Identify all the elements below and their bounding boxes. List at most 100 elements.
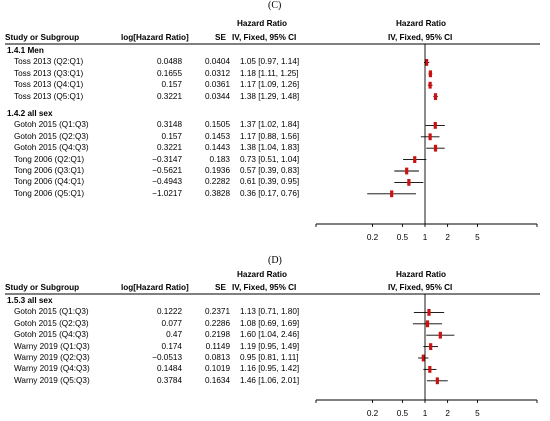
se-value: 0.2282 bbox=[204, 177, 230, 187]
study-label: Tong 2006 (Q4:Q1) bbox=[14, 177, 85, 187]
ci-value: 1.19 [0.95, 1.49] bbox=[240, 341, 300, 351]
point-estimate bbox=[405, 167, 409, 175]
study-label: Gotoh 2015 (Q4:Q3) bbox=[14, 330, 89, 340]
study-label: Gotoh 2015 (Q1:Q3) bbox=[14, 120, 89, 130]
study-label: Warny 2019 (Q1:Q3) bbox=[14, 341, 90, 351]
study-label: Tong 2006 (Q5:Q1) bbox=[14, 188, 85, 198]
loghr-value: 0.0488 bbox=[156, 57, 182, 67]
ci-value: 0.61 [0.39, 0.95] bbox=[240, 177, 300, 187]
se-value: 0.183 bbox=[209, 154, 231, 164]
point-estimate bbox=[425, 320, 430, 328]
se-value: 0.2286 bbox=[204, 318, 230, 328]
se-value: 0.0312 bbox=[204, 68, 230, 78]
loghr-value: 0.1484 bbox=[156, 364, 182, 374]
se-value: 0.1019 bbox=[204, 364, 230, 374]
se-value: 0.0361 bbox=[204, 80, 230, 90]
loghr-value: 0.3221 bbox=[156, 91, 182, 101]
ci-value: 0.95 [0.81, 1.11] bbox=[240, 353, 299, 362]
se-value: 0.1453 bbox=[204, 131, 230, 141]
loghr-value: −0.0513 bbox=[152, 353, 182, 362]
study-label: Warny 2019 (Q5:Q3) bbox=[14, 375, 90, 385]
ci-value: 1.17 [1.09, 1.26] bbox=[240, 80, 300, 90]
axis-tick-label: 1 bbox=[422, 409, 428, 418]
ci-value: 1.60 [1.04, 2.46] bbox=[240, 330, 300, 340]
point-estimate bbox=[428, 366, 432, 373]
axis-tick-label: 5 bbox=[475, 409, 480, 418]
point-estimate bbox=[428, 70, 432, 78]
axis-tick-label: 5 bbox=[475, 233, 480, 242]
loghr-value: −0.4943 bbox=[152, 177, 182, 187]
point-estimate bbox=[429, 343, 433, 350]
point-estimate bbox=[435, 377, 439, 385]
panel-c-header-hr-sub: IV, Fixed, 95% CI bbox=[232, 33, 297, 42]
subgroup-title: 1.4.1 Men bbox=[7, 46, 44, 55]
axis-tick-label: 2 bbox=[445, 409, 450, 418]
se-value: 0.3828 bbox=[204, 188, 230, 198]
study-label: Warny 2019 (Q2:Q3) bbox=[14, 353, 90, 362]
axis-tick-label: 0.5 bbox=[396, 233, 409, 242]
panel-d-label: (D) bbox=[268, 255, 282, 266]
axis-tick-label: 2 bbox=[445, 233, 450, 242]
se-value: 0.1149 bbox=[205, 341, 230, 351]
loghr-value: −1.0217 bbox=[152, 188, 182, 198]
panel-d-plot-title: Hazard Ratio bbox=[396, 270, 447, 279]
axis-tick-label: 1 bbox=[422, 233, 428, 242]
point-estimate bbox=[413, 156, 417, 163]
panel-d-header-hr-sub: IV, Fixed, 95% CI bbox=[232, 283, 297, 292]
loghr-value: −0.3147 bbox=[152, 154, 182, 164]
study-label: Gotoh 2015 (Q1:Q3) bbox=[14, 307, 89, 317]
panel-c-plot-title: Hazard Ratio bbox=[396, 19, 447, 28]
se-value: 0.0404 bbox=[204, 57, 230, 67]
study-label: Gotoh 2015 (Q4:Q3) bbox=[14, 143, 89, 153]
ci-value: 1.16 [0.95, 1.42] bbox=[240, 364, 300, 374]
loghr-value: 0.1222 bbox=[156, 307, 182, 317]
se-value: 0.1634 bbox=[204, 375, 230, 385]
ci-value: 0.36 [0.17, 0.76] bbox=[240, 188, 300, 198]
study-label: Tong 2006 (Q3:Q1) bbox=[14, 166, 85, 175]
se-value: 0.1505 bbox=[204, 120, 230, 130]
loghr-value: 0.3784 bbox=[156, 375, 182, 385]
point-estimate bbox=[407, 179, 411, 186]
se-value: 0.0813 bbox=[204, 353, 230, 362]
panel-d-header-se: SE bbox=[215, 283, 226, 292]
study-label: Warny 2019 (Q4:Q3) bbox=[14, 364, 90, 374]
study-label: Toss 2013 (Q4:Q1) bbox=[14, 80, 84, 90]
panel-d-header-hr-title: Hazard Ratio bbox=[237, 270, 288, 279]
se-value: 0.1443 bbox=[204, 143, 230, 153]
loghr-value: 0.174 bbox=[161, 341, 183, 351]
loghr-value: −0.5621 bbox=[152, 166, 182, 175]
loghr-value: 0.47 bbox=[166, 330, 182, 340]
axis-tick-label: 0.2 bbox=[366, 233, 379, 242]
panel-c-label: (C) bbox=[268, 0, 282, 11]
panel-c-plot-sub: IV, Fixed, 95% CI bbox=[388, 33, 453, 42]
ci-value: 1.17 [0.88, 1.56] bbox=[240, 131, 300, 141]
loghr-value: 0.157 bbox=[161, 80, 183, 90]
loghr-value: 0.157 bbox=[161, 131, 183, 141]
ci-value: 0.73 [0.51, 1.04] bbox=[240, 154, 300, 164]
study-label: Toss 2013 (Q2:Q1) bbox=[14, 57, 84, 67]
ci-value: 1.38 [1.29, 1.48] bbox=[240, 91, 300, 101]
loghr-value: 0.3148 bbox=[156, 120, 182, 130]
ci-value: 1.46 [1.06, 2.01] bbox=[240, 375, 300, 385]
ci-value: 0.57 [0.39, 0.83] bbox=[240, 166, 300, 175]
ci-value: 1.18 [1.11, 1.25] bbox=[240, 68, 299, 78]
panel-d-header-study: Study or Subgroup bbox=[5, 283, 80, 292]
ci-value: 1.08 [0.69, 1.69] bbox=[240, 318, 300, 328]
point-estimate bbox=[421, 354, 425, 362]
point-estimate bbox=[433, 93, 438, 100]
panel-c-header-study: Study or Subgroup bbox=[5, 33, 80, 42]
study-label: Toss 2013 (Q3:Q1) bbox=[14, 68, 84, 78]
panel-c-header-se: SE bbox=[215, 33, 226, 42]
point-estimate bbox=[424, 59, 429, 66]
point-estimate bbox=[390, 190, 394, 198]
se-value: 0.1936 bbox=[204, 166, 230, 175]
subgroup-title: 1.4.2 all sex bbox=[7, 109, 53, 118]
subgroup-title: 1.5.3 all sex bbox=[7, 296, 53, 305]
study-label: Gotoh 2015 (Q2:Q3) bbox=[14, 318, 89, 328]
loghr-value: 0.3221 bbox=[156, 143, 182, 153]
ci-value: 1.05 [0.97, 1.14] bbox=[240, 57, 300, 67]
panel-c-header-hr-title: Hazard Ratio bbox=[237, 19, 288, 28]
se-value: 0.2198 bbox=[204, 330, 230, 340]
panel-d-plot-sub: IV, Fixed, 95% CI bbox=[388, 283, 453, 292]
